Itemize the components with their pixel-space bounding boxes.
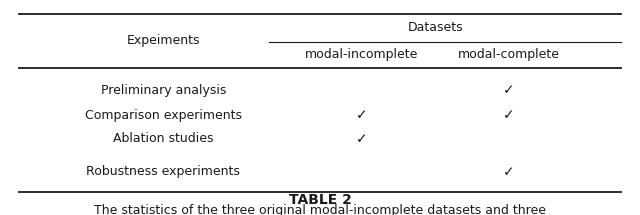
Text: The statistics of the three original modal-incomplete datasets and three: The statistics of the three original mod… [94,204,546,215]
Text: Robustness experiments: Robustness experiments [86,166,240,178]
Text: modal-complete: modal-complete [458,48,560,61]
Text: modal-incomplete: modal-incomplete [305,48,419,61]
Text: ✓: ✓ [503,83,515,97]
Text: Datasets: Datasets [408,22,463,34]
Text: Preliminary analysis: Preliminary analysis [100,84,226,97]
Text: ✓: ✓ [356,108,367,122]
Text: ✓: ✓ [503,165,515,179]
Text: Comparison experiments: Comparison experiments [84,109,242,121]
Text: TABLE 2: TABLE 2 [289,192,351,207]
Text: ✓: ✓ [356,132,367,146]
Text: Ablation studies: Ablation studies [113,132,214,145]
Text: Expeiments: Expeiments [127,34,200,47]
Text: ✓: ✓ [503,108,515,122]
